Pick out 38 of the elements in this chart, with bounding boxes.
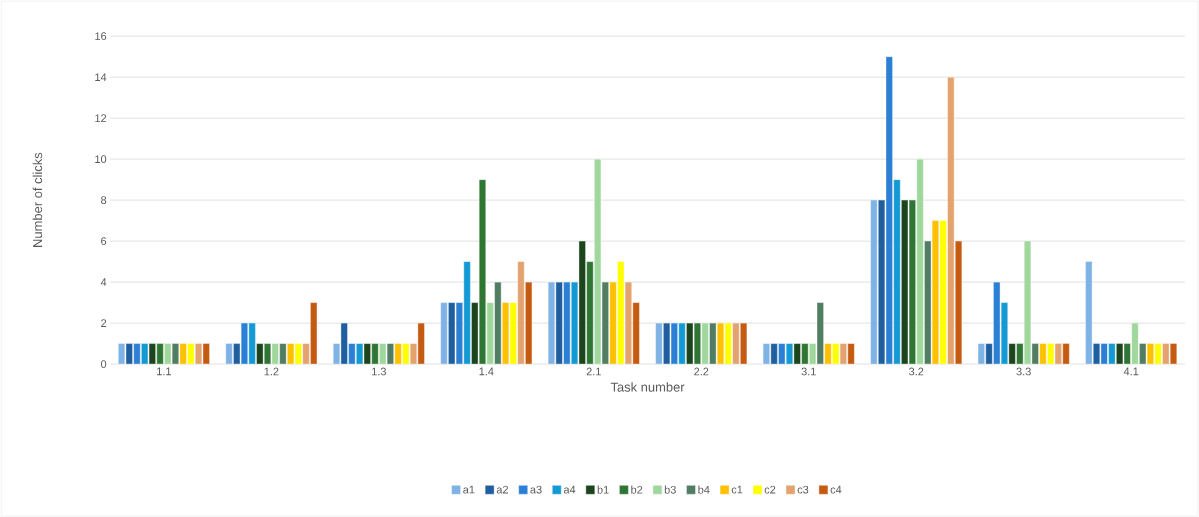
legend-label: b4 (698, 485, 710, 494)
legend-label: b1 (597, 485, 609, 494)
x-tick-label: 4.1 (1123, 367, 1139, 376)
y-tick-label: 6 (101, 237, 107, 245)
bar (947, 76, 955, 364)
legend-label: c1 (731, 485, 743, 494)
legend-label: c2 (764, 485, 776, 494)
legend-label: c4 (830, 485, 842, 494)
legend-label: a2 (496, 485, 508, 494)
y-tick-label: 2 (101, 319, 107, 327)
y-tick-label: 10 (95, 155, 107, 163)
x-tick-label: 1.3 (372, 367, 386, 376)
y-tick-label: 4 (100, 278, 107, 286)
y-tick-label: 14 (95, 73, 107, 81)
x-tick-label: 1.1 (157, 367, 171, 376)
legend-label: c3 (797, 485, 809, 494)
bar (517, 261, 525, 364)
legend-label: a3 (530, 485, 542, 494)
y-tick-label: 0 (100, 360, 107, 368)
bar (586, 261, 594, 364)
x-axis-title: Task number (610, 382, 685, 392)
legend-label: a1 (463, 485, 475, 494)
x-tick-label: 2.2 (694, 367, 709, 376)
y-tick-label: 12 (95, 114, 107, 122)
y-tick-label: 16 (95, 32, 107, 40)
bar (870, 199, 878, 364)
x-tick-label: 3.3 (1016, 367, 1031, 376)
y-axis-title: Number of clicks (32, 152, 43, 247)
x-tick-label: 3.2 (909, 367, 924, 376)
x-tick-label: 1.2 (264, 367, 279, 376)
x-tick-label: 3.1 (801, 367, 816, 376)
x-tick-label: 2.1 (586, 367, 601, 376)
legend-label: b2 (631, 485, 643, 494)
bar (916, 158, 924, 364)
x-tick-label: 1.4 (479, 367, 494, 376)
legend-label: b3 (664, 485, 676, 494)
legend-label: a4 (563, 485, 576, 494)
y-tick-label: 8 (101, 196, 107, 204)
